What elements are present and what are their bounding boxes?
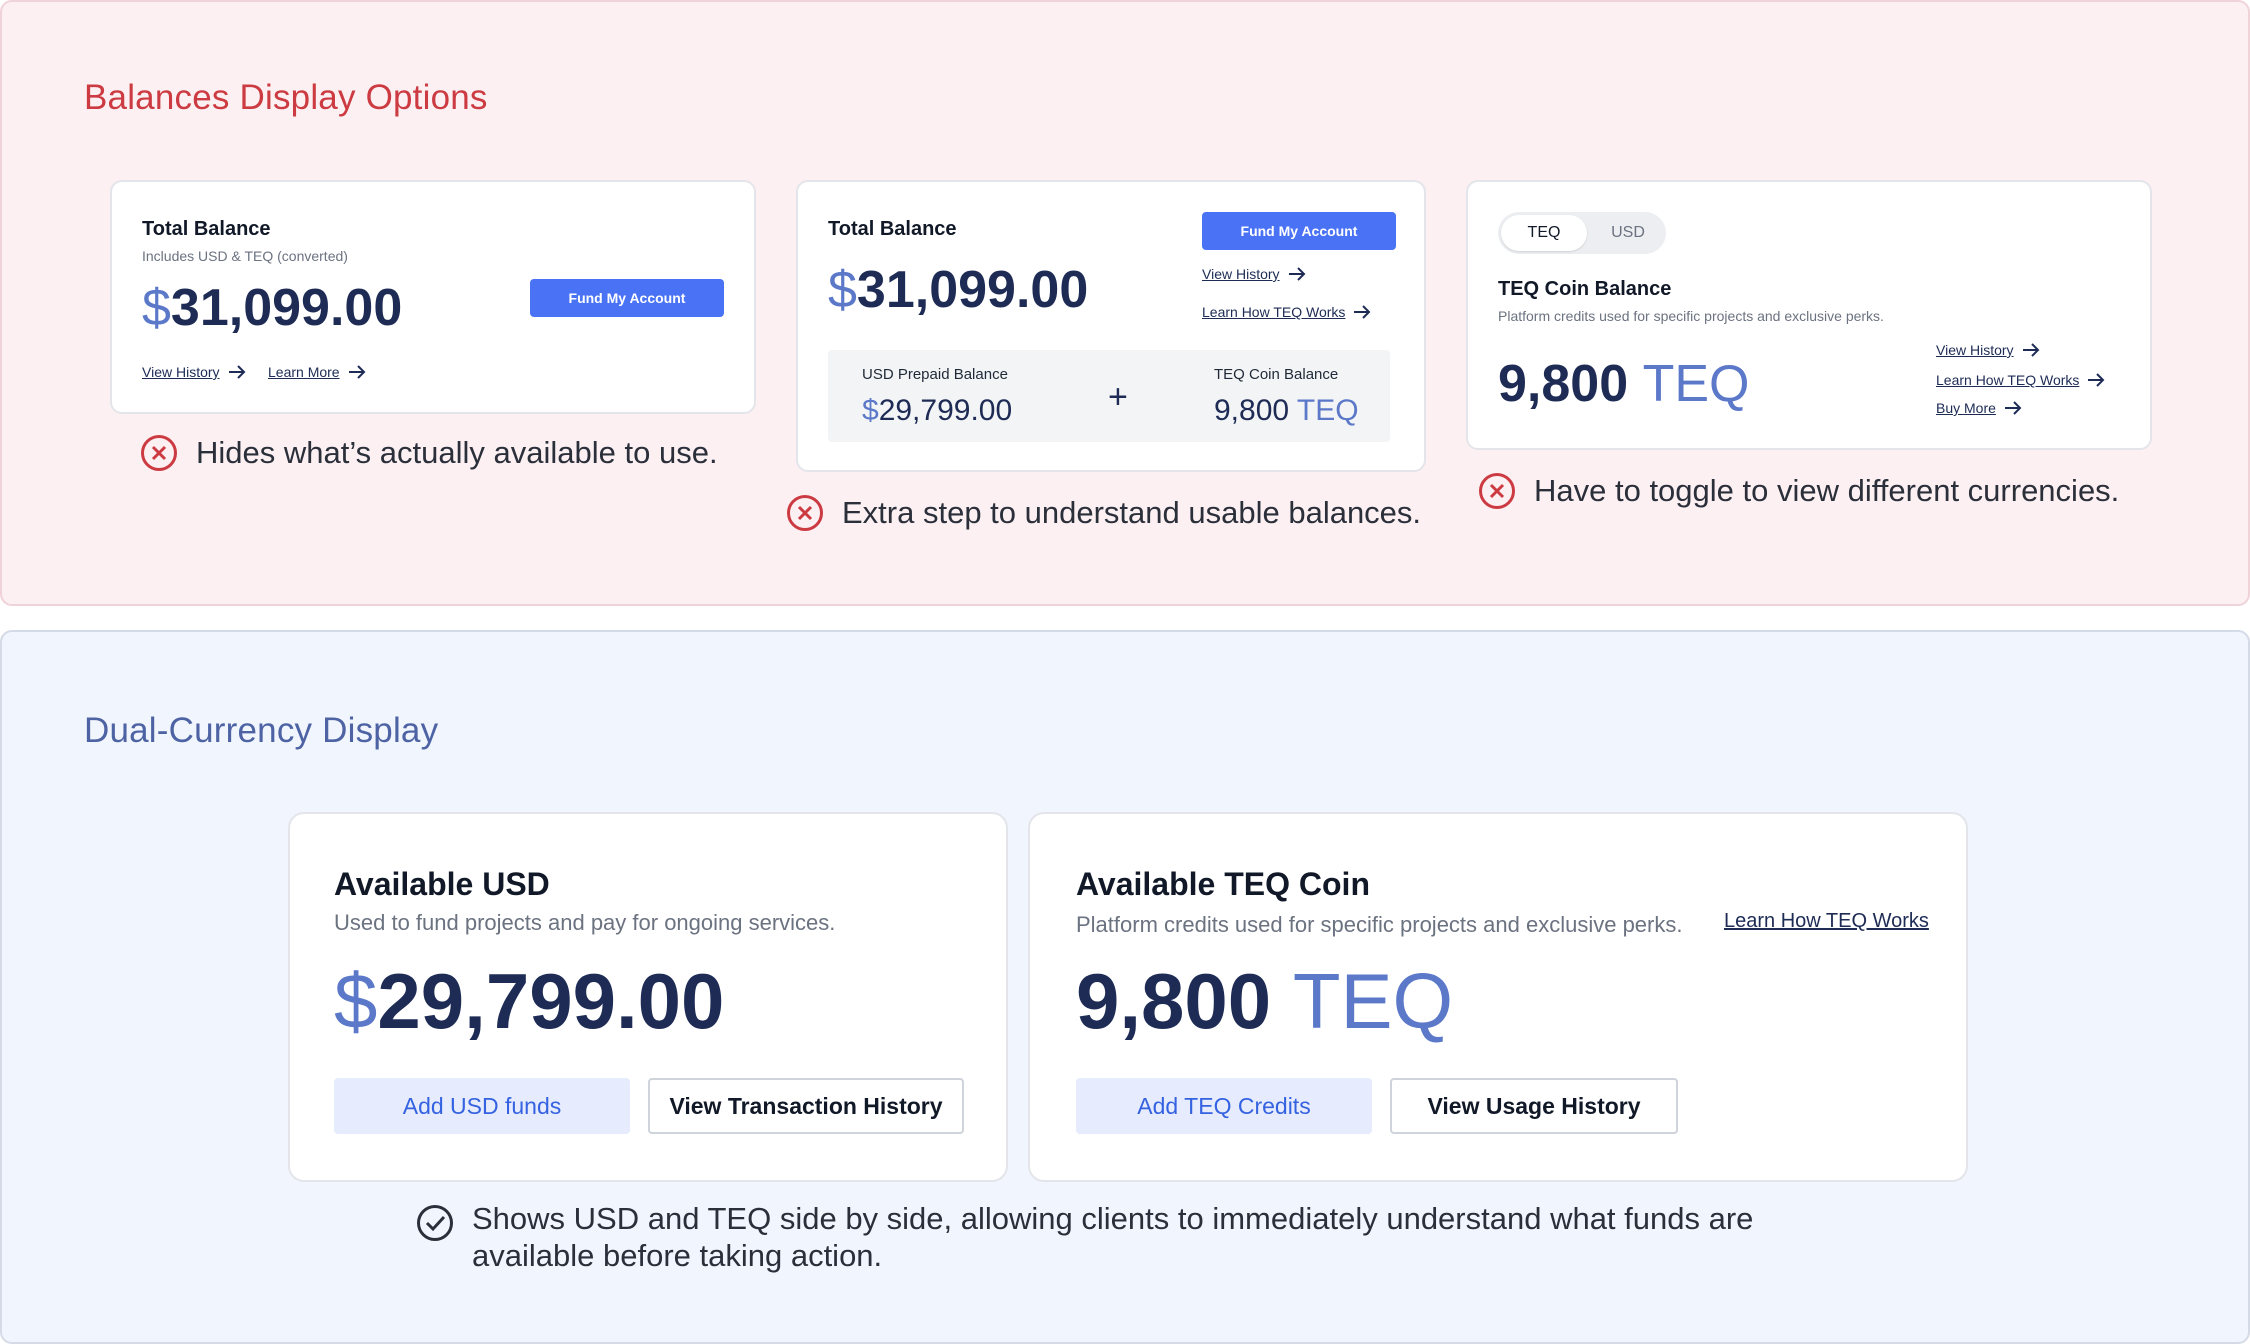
unit: TEQ	[1296, 394, 1359, 427]
buy-more-link[interactable]: Buy More	[1936, 400, 2022, 416]
currency-toggle[interactable]: TEQ USD	[1498, 212, 1666, 254]
amount-value: 29,799.00	[377, 957, 725, 1045]
amount-value: 31,099.00	[170, 279, 403, 337]
link-label: View History	[1202, 266, 1280, 282]
option3-card: TEQ USD TEQ Coin Balance Platform credit…	[1466, 180, 2152, 450]
available-teq-card: Available TEQ Coin Platform credits used…	[1028, 812, 1968, 1182]
arrow-right-icon	[228, 365, 245, 379]
card-subtitle: Used to fund projects and pay for ongoin…	[334, 910, 836, 935]
fund-my-account-button[interactable]: Fund My Account	[1202, 212, 1396, 250]
amount-value: 29,799.00	[878, 394, 1013, 427]
option3-feedback: Have to toggle to view different currenc…	[1478, 472, 2119, 510]
option1-feedback: Hides what’s actually available to use.	[140, 434, 718, 472]
feedback-text: Extra step to understand usable balances…	[842, 495, 1422, 530]
option2-feedback: Extra step to understand usable balances…	[786, 494, 1421, 532]
teq-coin-amount: 9,800 TEQ	[1214, 394, 1359, 428]
feedback-text: Have to toggle to view different currenc…	[1534, 473, 2120, 508]
x-circle-icon	[141, 435, 177, 471]
x-circle-icon	[1479, 473, 1515, 509]
fund-my-account-button[interactable]: Fund My Account	[530, 279, 724, 317]
arrow-right-icon	[2004, 401, 2022, 415]
usd-prepaid-label: USD Prepaid Balance	[862, 366, 1008, 383]
card-title: TEQ Coin Balance	[1498, 278, 1672, 300]
arrow-right-icon	[1354, 305, 1371, 319]
view-history-link[interactable]: View History	[142, 364, 246, 380]
arrow-right-icon	[1288, 267, 1305, 281]
amount-value: 9,800	[1498, 355, 1629, 413]
add-teq-credits-button[interactable]: Add TEQ Credits	[1076, 1078, 1372, 1134]
amount-value: 9,800	[1214, 394, 1290, 427]
feedback-text: Shows USD and TEQ side by side, allowing…	[472, 1201, 1754, 1273]
currency-symbol: $	[334, 957, 378, 1045]
card-title: Total Balance	[828, 218, 957, 240]
balance-breakdown: USD Prepaid Balance $29,799.00 + TEQ Coi…	[828, 350, 1390, 442]
balances-options-section: Balances Display Options Total Balance I…	[0, 0, 2250, 606]
usd-prepaid-amount: $29,799.00	[862, 394, 1012, 428]
arrow-right-icon	[2022, 343, 2039, 357]
card-subtitle: Includes USD & TEQ (converted)	[142, 248, 348, 264]
amount-value: 31,099.00	[856, 261, 1089, 319]
unit: TEQ	[1292, 957, 1454, 1045]
plus-sign: +	[1108, 378, 1128, 416]
link-label: View History	[1936, 342, 2014, 358]
toggle-teq[interactable]: TEQ	[1501, 215, 1587, 251]
view-history-link[interactable]: View History	[1202, 266, 1306, 282]
add-usd-funds-button[interactable]: Add USD funds	[334, 1078, 630, 1134]
feedback-text: Hides what’s actually available to use.	[196, 435, 718, 470]
teq-coin-label: TEQ Coin Balance	[1214, 366, 1339, 383]
currency-symbol: $	[828, 261, 857, 319]
card-subtitle: Platform credits used for specific proje…	[1076, 912, 1683, 937]
check-circle-icon	[417, 1205, 453, 1241]
view-usage-history-button[interactable]: View Usage History	[1390, 1078, 1678, 1134]
option1-card: Total Balance Includes USD & TEQ (conver…	[110, 180, 756, 414]
link-label: Buy More	[1936, 400, 1996, 416]
dual-currency-feedback: Shows USD and TEQ side by side, allowing…	[416, 1200, 1862, 1274]
link-label: Learn More	[268, 364, 340, 380]
card-title: Available TEQ Coin	[1076, 866, 1370, 902]
arrow-right-icon	[348, 365, 366, 379]
card-subtitle: Platform credits used for specific proje…	[1498, 308, 1884, 324]
available-usd-card: Available USD Used to fund projects and …	[288, 812, 1008, 1182]
section-title: Balances Display Options	[84, 78, 488, 117]
learn-how-teq-link[interactable]: Learn How TEQ Works	[1724, 910, 1929, 932]
toggle-usd[interactable]: USD	[1611, 224, 1645, 241]
dual-currency-section: Dual-Currency Display Available USD Used…	[0, 630, 2250, 1344]
x-circle-icon	[787, 495, 823, 531]
link-label: Learn How TEQ Works	[1202, 304, 1346, 320]
currency-symbol: $	[862, 394, 879, 427]
view-history-link[interactable]: View History	[1936, 342, 2040, 358]
teq-amount: 9,800 TEQ	[1076, 956, 1453, 1047]
unit: TEQ	[1642, 355, 1750, 413]
teq-balance-amount: 9,800 TEQ	[1498, 354, 1750, 414]
card-title: Available USD	[334, 866, 550, 902]
amount-value: 9,800	[1076, 957, 1272, 1045]
learn-more-link[interactable]: Learn More	[268, 364, 366, 380]
link-label: Learn How TEQ Works	[1936, 372, 2080, 388]
arrow-right-icon	[2088, 373, 2105, 387]
card-title: Total Balance	[142, 218, 271, 240]
link-label: View History	[142, 364, 220, 380]
view-transaction-history-button[interactable]: View Transaction History	[648, 1078, 964, 1134]
total-balance-amount: $31,099.00	[828, 260, 1088, 320]
total-balance-amount: $31,099.00	[142, 278, 402, 338]
option2-card: Total Balance $31,099.00 Fund My Account…	[796, 180, 1426, 472]
learn-how-teq-link[interactable]: Learn How TEQ Works	[1936, 372, 2105, 388]
currency-symbol: $	[142, 279, 171, 337]
usd-amount: $29,799.00	[334, 956, 724, 1047]
learn-how-teq-link[interactable]: Learn How TEQ Works	[1202, 304, 1371, 320]
section-title: Dual-Currency Display	[84, 711, 439, 750]
